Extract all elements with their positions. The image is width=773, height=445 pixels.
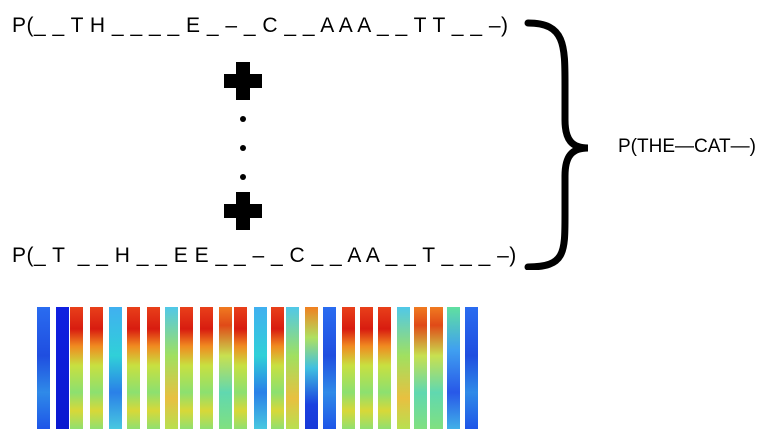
target-probability: P(THE—CAT—) <box>618 136 756 157</box>
ellipsis-dot <box>240 145 246 151</box>
spectrogram-frame <box>270 307 284 429</box>
spectrogram-frame <box>55 307 69 429</box>
spectrogram-frame <box>286 307 299 429</box>
spectrogram-frame <box>378 307 392 429</box>
spectrogram-frame <box>37 307 51 429</box>
spectrogram-frame <box>254 307 267 429</box>
plus-icon <box>224 192 262 230</box>
curly-brace <box>524 19 589 270</box>
spectrogram-frame <box>447 307 461 429</box>
ellipsis-dot <box>240 174 246 180</box>
spectrogram-frame <box>70 307 83 429</box>
spectrogram-frame <box>360 307 373 429</box>
spectrogram-frame <box>465 307 478 429</box>
spectrogram-frames <box>30 300 480 435</box>
spectrogram-frame <box>305 307 319 429</box>
spectrogram-frame <box>219 307 233 429</box>
spectrogram-frame <box>90 307 103 429</box>
spectrogram-frame <box>234 307 247 429</box>
plus-icon <box>224 62 262 100</box>
spectrogram-frame <box>430 307 443 429</box>
spectrogram-frame <box>414 307 427 429</box>
spectrogram-frame <box>126 307 140 429</box>
spectrogram-frame <box>396 307 410 429</box>
spectrogram-frame <box>109 307 123 429</box>
spectrogram-frame <box>180 307 193 429</box>
spectrogram-frame <box>165 307 178 429</box>
alignment-path-1: P(_ _ T H _ _ _ _ E _ – _ C _ _ A A A _ … <box>12 14 509 37</box>
spectrogram-frame <box>322 307 336 429</box>
ellipsis-dot <box>240 116 246 122</box>
alignment-path-2: P(_ T _ _ H _ _ E E _ _ – _ C _ _ A A _ … <box>12 244 517 267</box>
spectrogram-frame <box>146 307 160 429</box>
spectrogram-frame <box>341 307 355 429</box>
spectrogram-frame <box>200 307 213 429</box>
